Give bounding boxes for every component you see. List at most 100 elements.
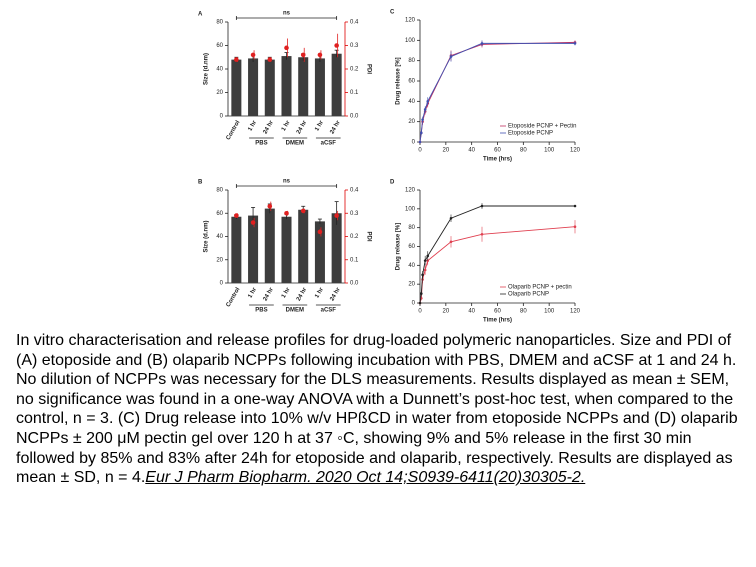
pdi-point <box>334 43 339 48</box>
group-label: DMEM <box>286 141 304 147</box>
point <box>418 301 422 305</box>
panel-label: B <box>198 180 203 186</box>
line <box>419 226 576 304</box>
x-tick-label: 20 <box>442 309 449 315</box>
y-tick-label: 40 <box>408 263 415 269</box>
point <box>573 204 577 208</box>
y2-tick-label: 0.4 <box>350 188 359 194</box>
panel-label: D <box>390 180 395 186</box>
legend-label: Etoposide PCNP <box>508 131 553 137</box>
x-tick-label: 120 <box>570 309 581 315</box>
y2-tick-label: 0.2 <box>350 234 359 240</box>
y-axis-label: Size (d.nm) <box>204 220 210 252</box>
bar <box>331 53 342 116</box>
y-tick-label: 20 <box>216 90 223 96</box>
y-tick-label: 20 <box>408 282 415 288</box>
group-label: aCSF <box>321 141 337 147</box>
x-tick-label: 20 <box>442 148 449 154</box>
x-tick-label: 40 <box>468 148 475 154</box>
x-tick-label: 60 <box>494 148 501 154</box>
pdi-point <box>267 57 273 62</box>
x-tick-label: 24 hr <box>329 119 342 135</box>
line <box>419 205 575 304</box>
legend-label: Etoposide PCNP + Pectin <box>508 124 576 130</box>
y-tick-label: 0 <box>412 140 416 146</box>
x-tick-label: 40 <box>468 309 475 315</box>
panel-label: A <box>198 12 203 18</box>
x-tick-label: 120 <box>570 148 581 154</box>
point <box>480 204 484 208</box>
bar <box>248 58 259 116</box>
point <box>419 131 423 135</box>
pdi-point <box>250 220 256 225</box>
y2-axis-label: PDI <box>365 64 371 74</box>
bar <box>281 56 292 116</box>
point <box>449 240 453 244</box>
caption-text: In vitro characterisation and release pr… <box>16 332 738 487</box>
x-tick-label: 100 <box>544 309 555 315</box>
x-axis-label: Time (hrs) <box>483 318 512 324</box>
y-tick-label: 80 <box>216 188 223 194</box>
point <box>449 216 453 220</box>
bar <box>281 216 292 283</box>
line <box>419 42 575 143</box>
point <box>573 42 577 45</box>
point <box>423 108 427 111</box>
pdi-point <box>317 52 323 58</box>
pdi-point <box>250 52 256 58</box>
y-axis-label: Drug release [%] <box>396 223 402 270</box>
point <box>449 55 453 58</box>
x-tick-label: 24 hr <box>329 286 342 302</box>
y2-tick-label: 0.1 <box>350 90 359 96</box>
point <box>480 42 484 45</box>
point <box>426 254 430 258</box>
legend-label: Olaparib PCNP + pectin <box>508 285 572 291</box>
point <box>573 225 577 229</box>
y-tick-label: 40 <box>216 67 223 73</box>
x-tick-label: Control <box>226 287 242 309</box>
x-tick-label: 24 hr <box>263 286 276 302</box>
pdi-point <box>284 45 289 51</box>
x-tick-label: 1 hr <box>247 286 258 299</box>
y-tick-label: 0 <box>412 301 416 307</box>
x-tick-label: 0 <box>418 148 422 154</box>
y-tick-label: 60 <box>216 43 223 49</box>
annotation: ns <box>283 179 291 185</box>
x-tick-label: Control <box>226 120 242 142</box>
x-tick-label: 1 hr <box>314 119 325 132</box>
panel-label: C <box>390 10 395 16</box>
pdi-point <box>317 229 323 235</box>
group-label: PBS <box>255 308 267 314</box>
point <box>421 118 424 121</box>
y2-tick-label: 0.3 <box>350 43 359 49</box>
x-axis-label: Time (hrs) <box>483 157 512 163</box>
point <box>418 140 422 144</box>
y-axis-label: Drug release [%] <box>396 57 402 104</box>
x-tick-label: 24 hr <box>263 119 276 135</box>
x-tick-label: 24 hr <box>296 119 309 135</box>
x-tick-label: 1 hr <box>281 286 292 299</box>
citation-link[interactable]: Eur J Pharm Biopharm. 2020 Oct 14;S0939-… <box>145 469 586 487</box>
group-label: DMEM <box>286 308 304 314</box>
x-tick-label: 80 <box>520 309 527 315</box>
y2-tick-label: 0.1 <box>350 257 359 263</box>
point <box>421 273 424 277</box>
bar <box>314 221 325 283</box>
y-tick-label: 20 <box>216 257 223 263</box>
bar <box>314 58 325 116</box>
y2-tick-label: 0.0 <box>350 114 359 120</box>
bar <box>331 213 342 283</box>
y-tick-label: 100 <box>405 38 416 44</box>
y2-tick-label: 0.3 <box>350 211 359 217</box>
pdi-point <box>234 213 239 218</box>
x-tick-label: 24 hr <box>296 286 309 302</box>
y2-tick-label: 0.0 <box>350 281 359 287</box>
pdi-point <box>300 52 306 58</box>
y-tick-label: 80 <box>216 20 223 26</box>
bar <box>248 215 259 283</box>
point <box>426 100 430 103</box>
y-tick-label: 40 <box>408 99 415 105</box>
x-tick-label: 0 <box>418 309 422 315</box>
x-tick-label: 1 hr <box>247 119 258 132</box>
